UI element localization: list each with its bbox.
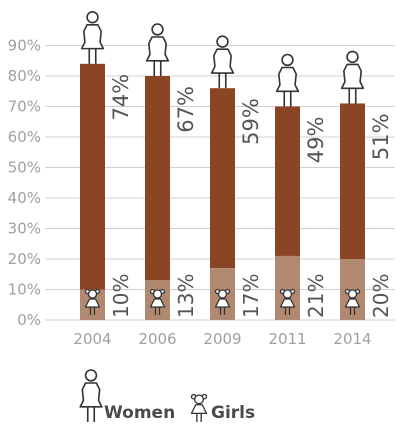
girl-icon: [84, 288, 101, 315]
y-axis-ticks: 0% 10% 20% 30% 40% 50% 60% 70% 80% 90%: [8, 37, 41, 330]
y-tick-label: 20%: [8, 250, 41, 268]
girls-percent-label: 21%: [304, 274, 328, 318]
x-tick-label: 2006: [138, 330, 176, 348]
girls-percent-label: 20%: [369, 274, 393, 318]
woman-icon: [210, 35, 235, 89]
girls-percent-label: 10%: [109, 274, 133, 318]
x-tick-label: 2004: [73, 330, 111, 348]
y-tick-label: 60%: [8, 128, 41, 146]
bar-women: [210, 88, 235, 269]
girls-percent-label: 17%: [239, 274, 263, 318]
x-tick-label: 2014: [333, 330, 371, 348]
bar-women: [80, 63, 105, 290]
girl-icon: [149, 288, 166, 315]
girl-icon: [190, 393, 208, 423]
legend: Women Girls: [79, 369, 255, 423]
y-tick-label: 70%: [8, 98, 41, 116]
x-axis-ticks: 2004 2006 2009 2011 2014: [73, 330, 371, 348]
y-tick-label: 80%: [8, 67, 41, 85]
woman-icon: [145, 23, 170, 77]
women-percent-label: 67%: [174, 86, 198, 133]
woman-icon: [79, 369, 103, 423]
bar-women: [275, 106, 300, 256]
bars: 74% 10% 67% 13% 59% 17% 49% 21% 51% 20%: [80, 10, 393, 320]
y-tick-label: 50%: [8, 159, 41, 177]
girls-percent-label: 13%: [174, 274, 198, 318]
girl-icon: [279, 288, 296, 315]
women-percent-label: 51%: [369, 113, 393, 160]
woman-icon: [80, 10, 105, 64]
legend-label-girls: Girls: [211, 403, 255, 423]
y-tick-label: 30%: [8, 220, 41, 238]
x-tick-label: 2009: [203, 330, 241, 348]
y-tick-label: 40%: [8, 189, 41, 207]
bar-women: [340, 103, 365, 259]
women-percent-label: 74%: [109, 74, 133, 121]
y-tick-label: 0%: [17, 311, 41, 329]
women-percent-label: 59%: [239, 98, 263, 145]
girl-icon: [214, 288, 231, 315]
x-tick-label: 2011: [268, 330, 306, 348]
legend-label-women: Women: [104, 403, 175, 423]
y-tick-label: 10%: [8, 281, 41, 299]
women-percent-label: 49%: [304, 117, 328, 164]
girl-icon: [344, 288, 361, 315]
bar-women: [145, 76, 170, 281]
y-tick-label: 90%: [8, 37, 41, 55]
woman-icon: [275, 53, 300, 107]
bar-girls: [275, 255, 300, 320]
woman-icon: [340, 50, 365, 104]
